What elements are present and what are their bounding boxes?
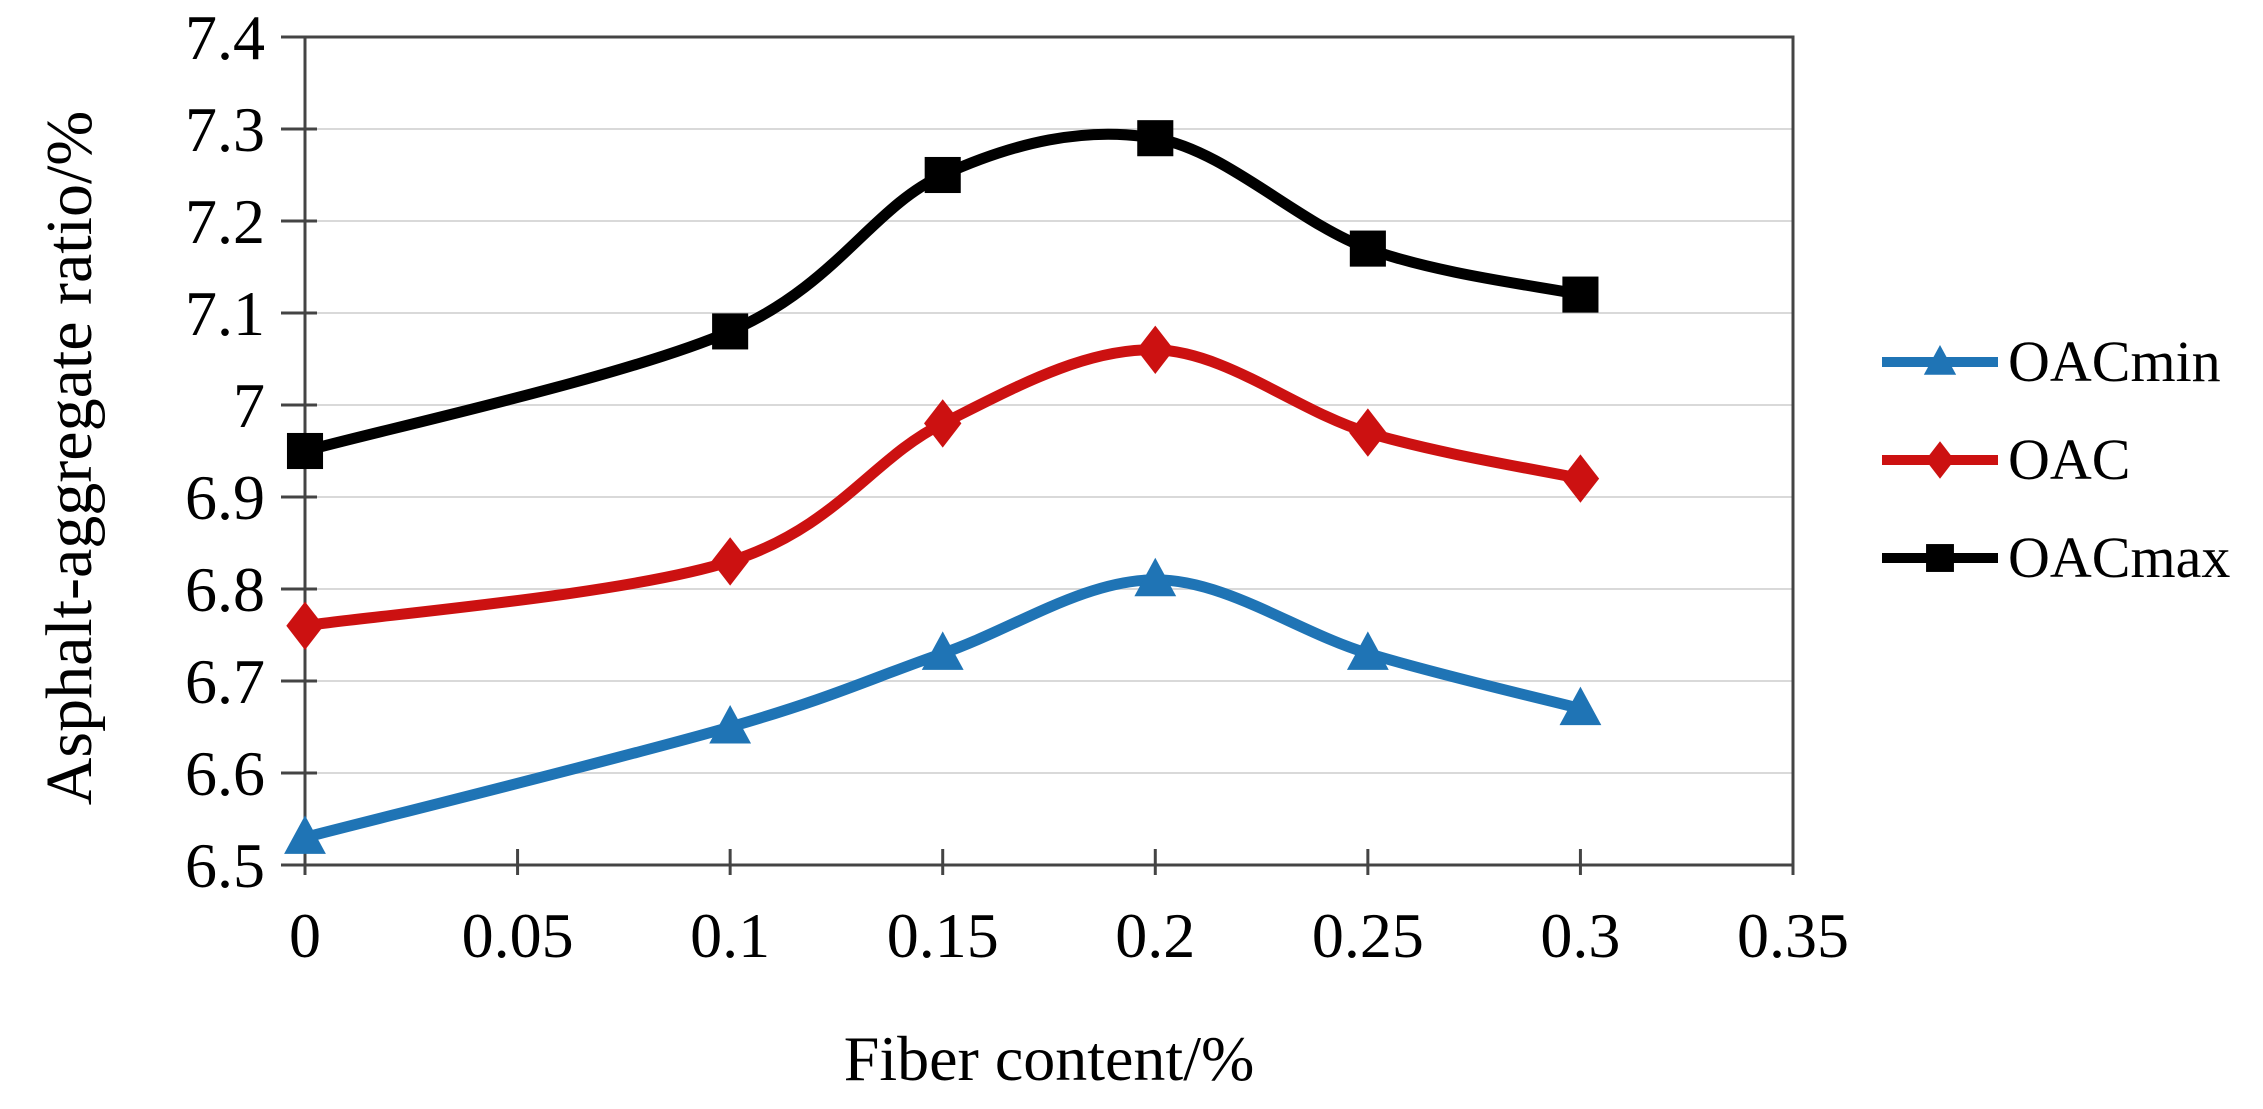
marker-OACmin bbox=[1346, 631, 1389, 670]
marker-OACmin bbox=[1134, 557, 1177, 597]
legend-swatch bbox=[1882, 345, 1998, 375]
marker-OACmin bbox=[709, 705, 752, 744]
y-tick-label: 6.8 bbox=[185, 554, 265, 625]
oacmax-line-marker-swatch bbox=[1880, 526, 2000, 590]
marker-OAC bbox=[924, 399, 962, 448]
legend-marker-OAC bbox=[1925, 441, 1955, 479]
oacmin-line-marker-swatch bbox=[1880, 330, 2000, 394]
y-tick-label: 6.5 bbox=[185, 830, 265, 901]
legend-marker-OACmax bbox=[1926, 544, 1954, 572]
x-tick-label: 0.05 bbox=[462, 900, 574, 971]
y-tick-label: 7.3 bbox=[185, 94, 265, 165]
legend-marker-OACmin bbox=[1923, 345, 1957, 375]
marker-OACmax bbox=[286, 432, 324, 470]
legend-swatch bbox=[1882, 441, 1998, 479]
marker-OAC bbox=[286, 601, 324, 650]
y-tick-label: 7.1 bbox=[185, 278, 265, 349]
x-tick-label: 0 bbox=[289, 900, 321, 971]
x-tick-label: 0.3 bbox=[1540, 900, 1620, 971]
legend-label: OACmax bbox=[2008, 525, 2231, 590]
legend-item-oac: OAC bbox=[1880, 424, 2230, 496]
marker-OACmax bbox=[924, 156, 961, 194]
legend: OACmin OAC OACmax bbox=[1880, 326, 2230, 594]
legend-item-oacmin: OACmin bbox=[1880, 326, 2230, 398]
legend-label: OAC bbox=[2008, 427, 2131, 492]
y-tick-label: 7 bbox=[233, 370, 265, 441]
x-tick-label: 0.35 bbox=[1737, 900, 1849, 971]
y-tick-label: 6.9 bbox=[185, 462, 265, 533]
x-tick-label: 0.25 bbox=[1312, 900, 1424, 971]
y-axis-title: Asphalt-aggregate ratio/% bbox=[33, 110, 106, 806]
x-tick-label: 0.15 bbox=[887, 900, 999, 971]
marker-OAC bbox=[1349, 408, 1387, 457]
marker-OACmin bbox=[284, 815, 326, 854]
y-tick-label: 7.4 bbox=[185, 2, 265, 73]
y-tick-label: 7.2 bbox=[185, 186, 265, 257]
marker-OACmin bbox=[1559, 686, 1602, 726]
oac-line-marker-swatch bbox=[1880, 428, 2000, 492]
legend-label: OACmin bbox=[2008, 329, 2221, 394]
x-tick-label: 0.2 bbox=[1115, 900, 1195, 971]
marker-OAC bbox=[1136, 325, 1174, 374]
legend-swatch bbox=[1882, 544, 1998, 572]
marker-OACmax bbox=[1137, 120, 1174, 157]
marker-OAC bbox=[711, 537, 749, 586]
marker-OACmax bbox=[712, 313, 749, 350]
x-tick-label: 0.1 bbox=[690, 900, 770, 971]
legend-item-oacmax: OACmax bbox=[1880, 522, 2230, 594]
marker-OAC bbox=[1561, 454, 1600, 503]
y-tick-label: 6.6 bbox=[185, 738, 265, 809]
marker-OACmin bbox=[921, 631, 964, 670]
x-axis-title: Fiber content/% bbox=[843, 1023, 1255, 1094]
y-tick-label: 6.7 bbox=[185, 646, 265, 717]
marker-OACmax bbox=[1562, 276, 1599, 313]
marker-OACmax bbox=[1349, 230, 1386, 267]
